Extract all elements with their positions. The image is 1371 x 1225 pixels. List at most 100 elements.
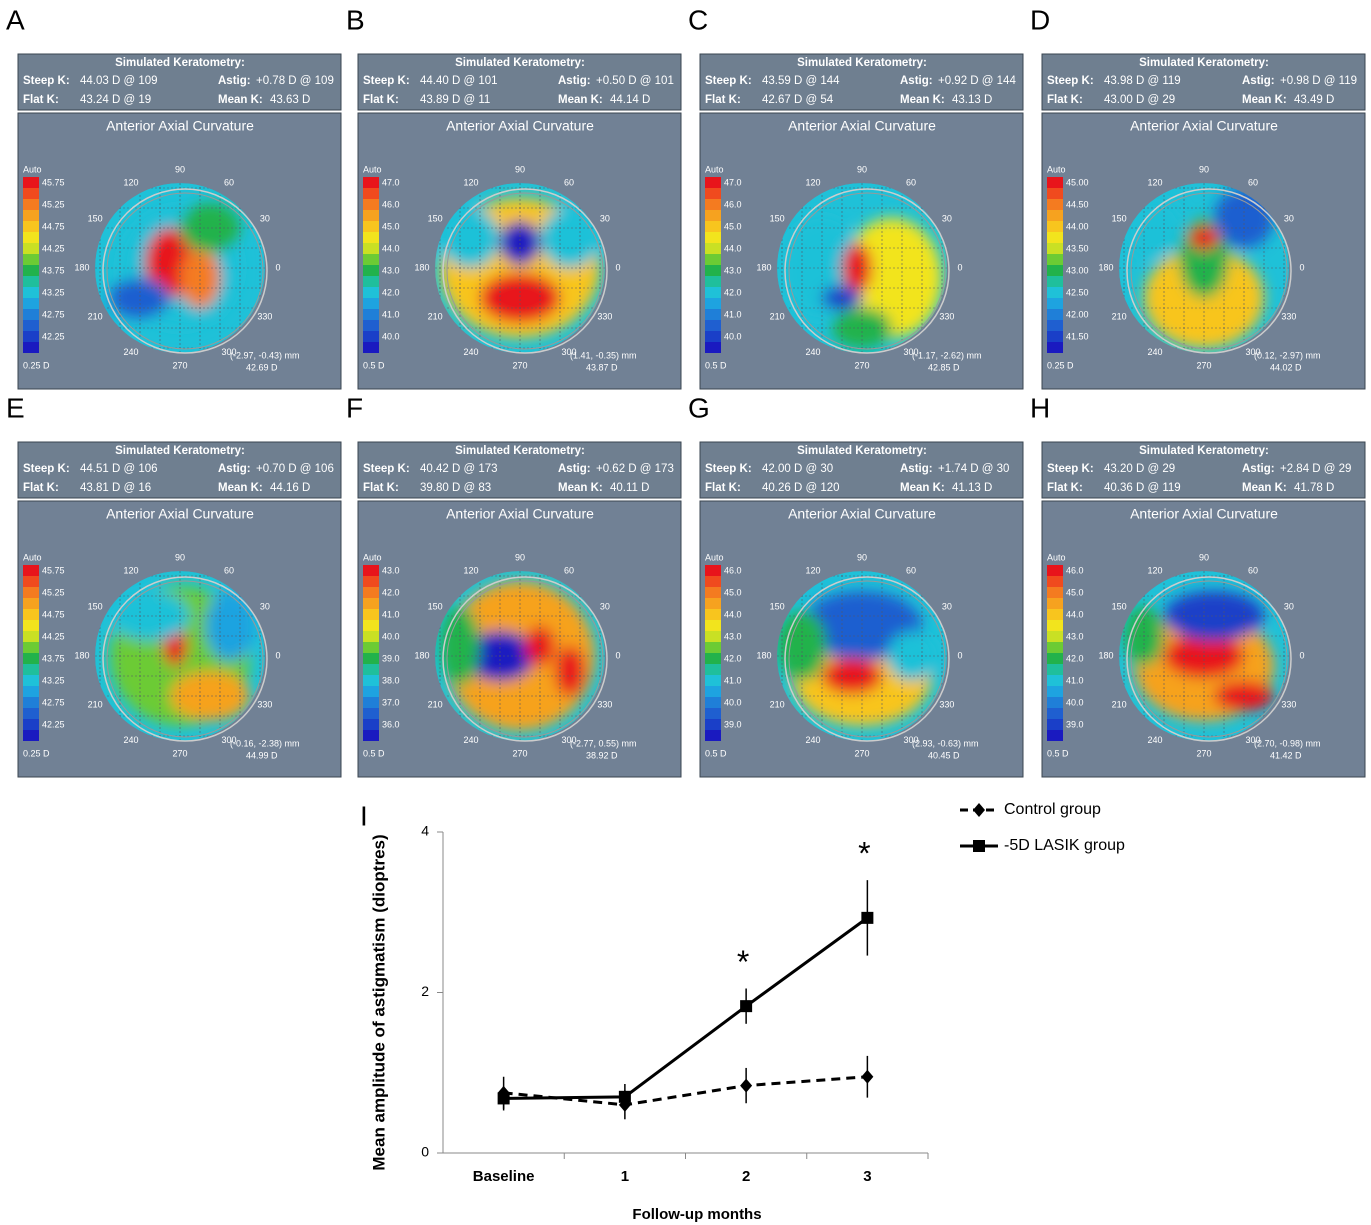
mean-value: 43.13 D	[952, 94, 992, 106]
y-axis-label: Mean amplitude of astigmatism (dioptres)	[369, 834, 388, 1170]
panel-letter: F	[346, 392, 363, 423]
scale-swatch	[23, 188, 39, 199]
marker	[861, 1070, 873, 1084]
scale-swatch	[23, 254, 39, 265]
angle-label: 30	[1284, 213, 1294, 223]
coordinate-value: 42.69 D	[246, 362, 278, 372]
scale-label: 43.0	[724, 265, 742, 275]
angle-label: 150	[770, 601, 785, 611]
flat-value: 43.24 D @ 19	[80, 94, 151, 106]
angle-label: 270	[172, 360, 187, 370]
scale-label: 39.0	[1066, 719, 1084, 729]
keratometry-title: Simulated Keratometry:	[115, 57, 245, 69]
scale-swatch	[1047, 309, 1063, 320]
scale-swatch	[1047, 587, 1063, 598]
scale-swatch	[363, 320, 379, 331]
scale-header: Auto	[705, 164, 724, 174]
marker	[973, 840, 985, 852]
angle-label: 120	[463, 566, 478, 576]
scale-swatch	[23, 331, 39, 342]
keratometry-title: Simulated Keratometry:	[1139, 57, 1269, 69]
coordinates: (2.93, -0.63) mm	[912, 738, 979, 748]
flat-label: Flat K:	[1047, 482, 1083, 494]
scale-swatch	[23, 177, 39, 188]
scale-swatch	[363, 620, 379, 631]
scale-swatch	[1047, 331, 1063, 342]
scale-label: 42.00	[1066, 309, 1089, 319]
scale-swatch	[363, 342, 379, 353]
significance-marker: *	[737, 944, 749, 980]
scale-swatch	[705, 598, 721, 609]
steep-label: Steep K:	[1047, 463, 1094, 475]
y-tick-label: 4	[421, 823, 429, 839]
scale-swatch	[23, 309, 39, 320]
flat-value: 43.00 D @ 29	[1104, 94, 1175, 106]
scale-swatch	[1047, 653, 1063, 664]
panel-letter: H	[1030, 392, 1050, 423]
scale-swatch	[363, 576, 379, 587]
mean-value: 41.13 D	[952, 482, 992, 494]
scale-swatch	[363, 708, 379, 719]
legend-label: Control group	[1004, 801, 1101, 818]
flat-value: 40.36 D @ 119	[1104, 482, 1181, 494]
scale-header: Auto	[23, 552, 42, 562]
angle-label: 150	[1112, 213, 1127, 223]
steep-value: 43.59 D @ 144	[762, 75, 840, 87]
scale-swatch	[705, 232, 721, 243]
angle-label: 270	[512, 360, 527, 370]
flat-label: Flat K:	[363, 482, 399, 494]
flat-value: 42.67 D @ 54	[762, 94, 834, 106]
scale-swatch	[23, 565, 39, 576]
scale-step: 0.25 D	[23, 360, 50, 370]
mean-value: 40.11 D	[610, 482, 649, 494]
angle-label: 270	[854, 360, 869, 370]
scale-label: 42.0	[724, 287, 742, 297]
scale-swatch	[363, 730, 379, 741]
scale-swatch	[363, 587, 379, 598]
scale-swatch	[23, 342, 39, 353]
scale-swatch	[363, 221, 379, 232]
marker	[861, 912, 873, 924]
steep-label: Steep K:	[705, 463, 752, 475]
scale-swatch	[1047, 232, 1063, 243]
steep-value: 40.42 D @ 173	[420, 463, 498, 475]
angle-label: 180	[1098, 262, 1113, 272]
angle-label: 210	[428, 311, 443, 321]
scale-label: 43.25	[42, 287, 65, 297]
mean-value: 44.14 D	[610, 94, 650, 106]
panel-letter: D	[1030, 4, 1050, 35]
angle-label: 120	[123, 178, 138, 188]
scale-swatch	[705, 686, 721, 697]
scale-swatch	[363, 598, 379, 609]
steep-value: 44.03 D @ 109	[80, 75, 158, 87]
scale-label: 43.50	[1066, 243, 1089, 253]
angle-label: 0	[957, 262, 962, 272]
x-tick-label: 3	[863, 1168, 871, 1185]
scale-swatch	[1047, 565, 1063, 576]
scale-swatch	[1047, 620, 1063, 631]
scale-swatch	[23, 598, 39, 609]
keratometry-title: Simulated Keratometry:	[115, 445, 245, 457]
scale-swatch	[705, 320, 721, 331]
scale-label: 43.25	[42, 675, 65, 685]
scale-header: Auto	[363, 552, 382, 562]
panel-letter: I	[360, 800, 368, 831]
scale-swatch	[23, 697, 39, 708]
scale-swatch	[23, 298, 39, 309]
scale-swatch	[705, 276, 721, 287]
flat-label: Flat K:	[1047, 94, 1083, 106]
y-tick-label: 2	[421, 983, 429, 999]
scale-swatch	[23, 653, 39, 664]
coordinates: (-1.17, -2.62) mm	[912, 350, 982, 360]
map-blob	[822, 286, 862, 310]
scale-label: 40.0	[1066, 697, 1084, 707]
scale-swatch	[1047, 719, 1063, 730]
angle-label: 30	[600, 601, 610, 611]
scale-swatch	[23, 265, 39, 276]
scale-swatch	[23, 287, 39, 298]
scale-label: 41.0	[724, 309, 742, 319]
scale-label: 44.50	[1066, 199, 1089, 209]
angle-label: 0	[275, 650, 280, 660]
scale-swatch	[363, 265, 379, 276]
coordinate-value: 40.45 D	[928, 750, 960, 760]
